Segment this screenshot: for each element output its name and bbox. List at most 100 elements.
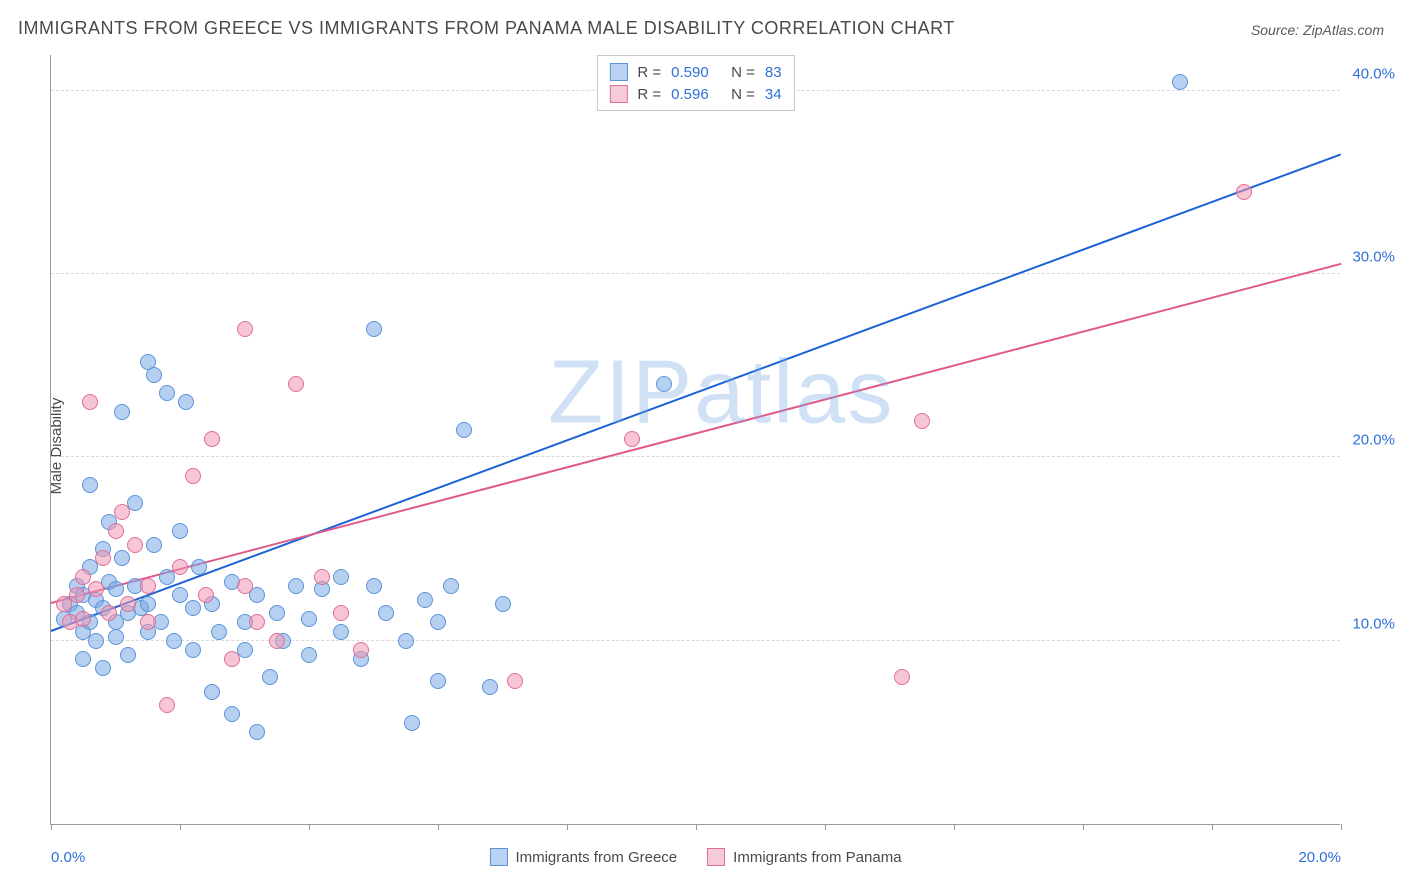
scatter-point [456,422,472,438]
scatter-point [159,385,175,401]
scatter-point [366,578,382,594]
scatter-point [198,587,214,603]
correlation-stats-box: R =0.590N =83R =0.596N =34 [596,55,794,111]
scatter-point [914,413,930,429]
x-tick-label: 20.0% [1298,849,1341,866]
y-tick-label: 40.0% [1352,65,1395,82]
scatter-point [140,614,156,630]
legend-label: Immigrants from Panama [733,849,901,866]
x-tick [438,824,439,830]
scatter-point [204,684,220,700]
x-tick [696,824,697,830]
scatter-point [507,673,523,689]
scatter-point [398,633,414,649]
scatter-point [101,605,117,621]
legend-item: Immigrants from Greece [489,848,677,866]
r-value: 0.596 [671,86,721,103]
scatter-point [75,651,91,667]
scatter-point [333,605,349,621]
scatter-point [140,596,156,612]
scatter-point [191,559,207,575]
scatter-point [288,578,304,594]
x-tick [180,824,181,830]
scatter-point [146,367,162,383]
gridline [51,640,1340,641]
scatter-point [224,706,240,722]
scatter-point [178,394,194,410]
legend-swatch [489,848,507,866]
scatter-point [430,614,446,630]
x-tick [954,824,955,830]
x-tick [567,824,568,830]
scatter-point [185,642,201,658]
scatter-point [366,321,382,337]
scatter-point [166,633,182,649]
x-tick [1341,824,1342,830]
scatter-point [95,550,111,566]
source-attribution: Source: ZipAtlas.com [1251,22,1384,38]
scatter-point [75,611,91,627]
scatter-point [249,614,265,630]
chart-title: IMMIGRANTS FROM GREECE VS IMMIGRANTS FRO… [18,18,955,39]
scatter-point [656,376,672,392]
scatter-point [159,697,175,713]
legend-swatch [609,85,627,103]
scatter-point [172,587,188,603]
x-tick [1212,824,1213,830]
y-tick-label: 30.0% [1352,249,1395,266]
regression-line [51,263,1341,604]
y-tick-label: 20.0% [1352,432,1395,449]
scatter-point [140,578,156,594]
scatter-point [172,559,188,575]
r-label: R = [637,64,661,81]
gridline [51,273,1340,274]
scatter-point [1236,184,1252,200]
scatter-point [262,669,278,685]
scatter-point [82,394,98,410]
scatter-point [269,605,285,621]
scatter-point [114,550,130,566]
scatter-point [75,569,91,585]
scatter-point [120,596,136,612]
scatter-point [204,431,220,447]
scatter-point [88,633,104,649]
scatter-point [301,611,317,627]
legend-swatch [609,63,627,81]
scatter-point [269,633,285,649]
scatter-point [353,642,369,658]
n-label: N = [731,86,755,103]
scatter-point [443,578,459,594]
scatter-point [172,523,188,539]
scatter-point [95,660,111,676]
scatter-point [624,431,640,447]
n-value: 34 [765,86,782,103]
r-label: R = [637,86,661,103]
scatter-point [495,596,511,612]
series-legend: Immigrants from Greece Immigrants from Pa… [489,848,901,866]
scatter-point [314,569,330,585]
y-tick-label: 10.0% [1352,615,1395,632]
x-tick [825,824,826,830]
scatter-point [211,624,227,640]
scatter-point [108,523,124,539]
scatter-point [301,647,317,663]
stats-row: R = 0.596 N = 34 [609,83,781,105]
scatter-point [482,679,498,695]
n-label: N = [731,64,755,81]
n-value: 83 [765,64,782,81]
scatter-point [114,404,130,420]
stats-row: R =0.590N =83 [609,61,781,83]
scatter-point [249,587,265,603]
regression-line [51,153,1342,632]
x-tick [51,824,52,830]
scatter-point [108,629,124,645]
scatter-point [404,715,420,731]
scatter-point [146,537,162,553]
legend-item: Immigrants from Panama [707,848,901,866]
scatter-point [894,669,910,685]
scatter-point [288,376,304,392]
scatter-point [185,468,201,484]
legend-label: Immigrants from Greece [515,849,677,866]
source-label: Source: [1251,22,1303,38]
source-value: ZipAtlas.com [1303,22,1384,38]
